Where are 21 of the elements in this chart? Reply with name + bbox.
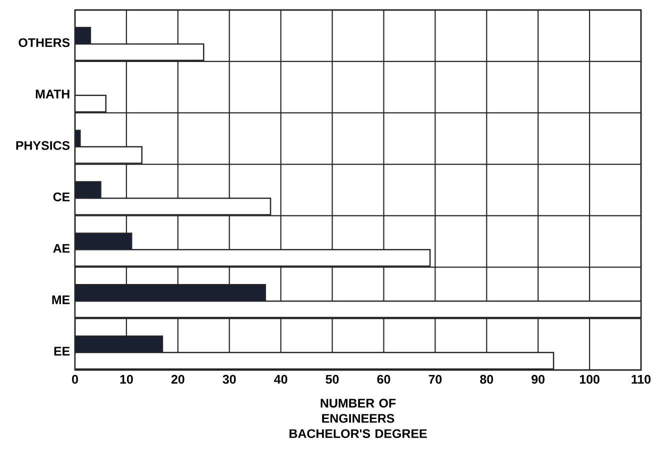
x-tick-label: 0 bbox=[72, 374, 78, 384]
x-tick-label: 60 bbox=[377, 374, 390, 384]
x-tick-label: 80 bbox=[480, 374, 494, 384]
y-tick-label: PHYSICS bbox=[16, 141, 70, 150]
x-tick-label: 50 bbox=[326, 374, 339, 384]
x-tick-label: 40 bbox=[274, 374, 288, 384]
y-tick-label: ME bbox=[52, 295, 70, 304]
x-axis-title: NUMBER OF ENGINEERS BACHELOR'S DEGREE bbox=[290, 398, 427, 438]
x-tick-label: 100 bbox=[580, 374, 600, 384]
x-tick-label: 90 bbox=[532, 374, 545, 384]
y-tick-label: AE bbox=[53, 244, 70, 253]
y-tick-label: OTHERS bbox=[18, 38, 70, 48]
y-tick-label: CE bbox=[53, 192, 70, 202]
bar bbox=[75, 300, 642, 318]
x-tick-label: 70 bbox=[428, 374, 442, 384]
x-tick-label: 30 bbox=[222, 374, 236, 384]
x-tick-label: 110 bbox=[632, 374, 651, 384]
x-tick-label: 20 bbox=[171, 374, 184, 384]
y-tick-label: MATH bbox=[36, 90, 70, 98]
x-tick-label: 10 bbox=[120, 374, 133, 384]
y-tick-label: EE bbox=[54, 346, 70, 356]
